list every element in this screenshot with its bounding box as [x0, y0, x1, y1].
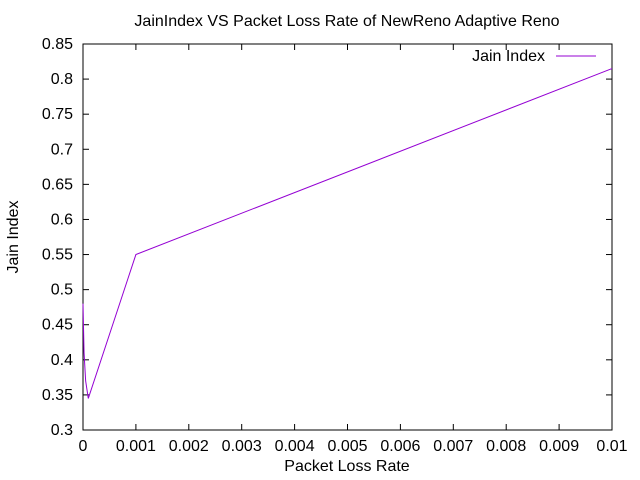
- y-tick-label: 0.3: [51, 422, 73, 439]
- legend: Jain Index: [472, 48, 596, 65]
- x-tick-label: 0.008: [486, 438, 526, 455]
- x-tick-label: 0.005: [327, 438, 367, 455]
- x-tick-labels: 0 0.001 0.002 0.003 0.004 0.005 0.006 0.007 0.00…: [79, 438, 628, 455]
- x-tick-label: 0.007: [433, 438, 473, 455]
- x-tick-label: 0: [79, 438, 88, 455]
- y-tick-labels: 0.3 0.35 0.4 0.45 0.5 0.55 0.6 0.65 0.7 0.75 0.8 0.…: [42, 36, 73, 439]
- series-layer: [82, 68, 613, 399]
- series-line: [82, 68, 613, 399]
- y-tick-label: 0.35: [42, 387, 73, 404]
- y-tick-label: 0.85: [42, 36, 73, 53]
- x-tick-label: 0.002: [169, 438, 209, 455]
- plot-frame: [82, 43, 613, 431]
- x-tick-label: 0.009: [539, 438, 579, 455]
- legend-label: Jain Index: [472, 48, 545, 65]
- y-tick-label: 0.75: [42, 106, 73, 123]
- y-tick-label: 0.4: [51, 352, 73, 369]
- x-tick-label: 0.004: [275, 438, 315, 455]
- y-tick-label: 0.55: [42, 247, 73, 264]
- y-axis-label: Jain Index: [5, 201, 22, 274]
- y-tick-label: 0.65: [42, 176, 73, 193]
- chart-title: JainIndex VS Packet Loss Rate of NewReno…: [134, 13, 559, 30]
- y-tick-label: 0.5: [51, 282, 73, 299]
- axis-ticks: [82, 43, 613, 431]
- x-tick-label: 0.001: [116, 438, 156, 455]
- x-axis-label: Packet Loss Rate: [284, 458, 410, 475]
- y-tick-label: 0.8: [51, 71, 73, 88]
- y-tick-label: 0.45: [42, 317, 73, 334]
- x-tick-label: 0.006: [380, 438, 420, 455]
- y-tick-label: 0.6: [51, 211, 73, 228]
- x-tick-label: 0.003: [222, 438, 262, 455]
- x-tick-label: 0.01: [596, 438, 627, 455]
- y-tick-label: 0.7: [51, 141, 73, 158]
